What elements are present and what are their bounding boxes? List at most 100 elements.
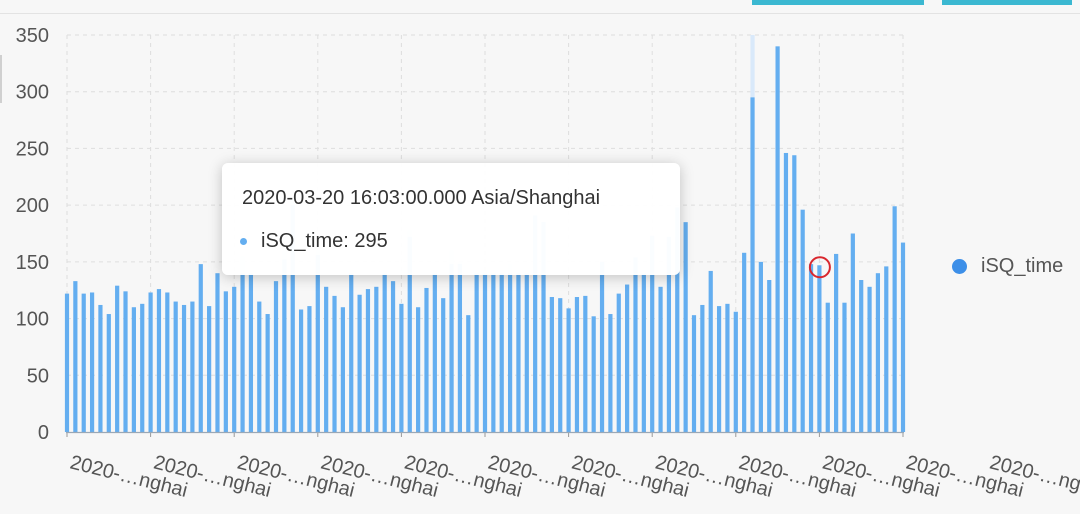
bar (775, 46, 780, 432)
y-tick-label: 250 (16, 138, 49, 160)
bar (608, 314, 613, 432)
bar (767, 280, 772, 432)
toolbar-button-1[interactable] (752, 0, 924, 5)
y-tick-label: 150 (16, 252, 49, 274)
chart-tooltip: 2020-03-20 16:03:00.000 Asia/Shanghai iS… (222, 163, 680, 275)
bar (207, 306, 212, 432)
bar (98, 304, 103, 432)
bar (850, 233, 855, 432)
bar (399, 303, 404, 432)
bar (491, 273, 496, 432)
bar (240, 273, 245, 432)
y-axis: 0 50 100 150 200 250 300 350 (16, 25, 49, 444)
bar (265, 314, 270, 432)
bar (716, 306, 722, 432)
bar (181, 304, 187, 432)
bar (282, 259, 287, 432)
bar (382, 273, 387, 432)
bar (507, 273, 513, 432)
bar (64, 293, 70, 432)
bar (892, 206, 897, 432)
panel-edge (0, 55, 2, 103)
bar (867, 286, 872, 432)
bar (725, 303, 730, 432)
tooltip-series-value: iSQ_time: 295 (261, 230, 388, 252)
bar (298, 309, 304, 432)
bar (424, 287, 429, 432)
bar-series-layer (64, 46, 906, 433)
bar (140, 303, 145, 432)
bar (808, 264, 814, 432)
bar (566, 308, 571, 432)
bar (273, 281, 279, 432)
bar (257, 301, 262, 432)
bar (599, 261, 605, 432)
bar (758, 261, 763, 432)
bar (691, 315, 697, 432)
y-tick-label: 0 (38, 422, 49, 444)
bar (616, 293, 621, 432)
bar (416, 307, 421, 432)
annotation-layer (808, 256, 831, 279)
bar (750, 97, 755, 432)
bar (340, 307, 345, 432)
bar (357, 294, 362, 432)
bar (842, 302, 847, 432)
top-divider (0, 13, 1080, 14)
bar (215, 273, 220, 432)
legend-label: iSQ_time (981, 255, 1064, 277)
bar (884, 266, 889, 432)
bar (407, 236, 412, 432)
bar (432, 273, 437, 432)
bar (232, 286, 237, 432)
bar (541, 222, 546, 432)
bar (800, 209, 805, 432)
bar (683, 222, 688, 432)
bar (792, 155, 797, 432)
bar (482, 273, 488, 432)
bar (783, 152, 789, 433)
bar (574, 297, 580, 432)
bar (675, 207, 680, 432)
bar (190, 301, 195, 432)
bar (449, 264, 454, 432)
bar (332, 295, 337, 432)
bar (625, 284, 630, 432)
bar (315, 255, 320, 432)
highlight-circle-icon (808, 256, 831, 279)
bar (733, 311, 738, 432)
bar (390, 281, 396, 432)
tooltip-series-row: iSQ_time: 295 (240, 230, 388, 253)
bar (900, 242, 906, 432)
bar (834, 253, 839, 432)
tooltip-title: 2020-03-20 16:03:00.000 Asia/Shanghai (242, 187, 601, 209)
bar (106, 314, 111, 432)
toolbar-button-2[interactable] (942, 0, 1072, 5)
chart-legend[interactable]: iSQ_time (952, 255, 1063, 278)
bar (349, 273, 354, 432)
y-tick-label: 200 (16, 195, 49, 217)
bar (524, 273, 529, 432)
bar (516, 273, 521, 432)
bar (148, 292, 153, 432)
bar (633, 257, 638, 432)
bar (533, 215, 538, 432)
bar (466, 315, 471, 432)
x-axis: 2020-…nghai2020-…nghai2020-…nghai2020-…n… (66, 431, 1080, 502)
bar (457, 264, 463, 432)
bar (374, 286, 379, 432)
bar (817, 265, 822, 432)
bar (165, 292, 170, 432)
bar (666, 236, 672, 432)
bar (591, 316, 596, 432)
bar (123, 291, 128, 432)
bar (198, 264, 203, 432)
bar (474, 273, 479, 432)
bar (859, 280, 864, 432)
bar (875, 273, 881, 432)
bar (658, 286, 663, 432)
y-tick-label: 50 (27, 365, 49, 387)
bar (173, 301, 178, 432)
y-tick-label: 100 (16, 309, 49, 331)
